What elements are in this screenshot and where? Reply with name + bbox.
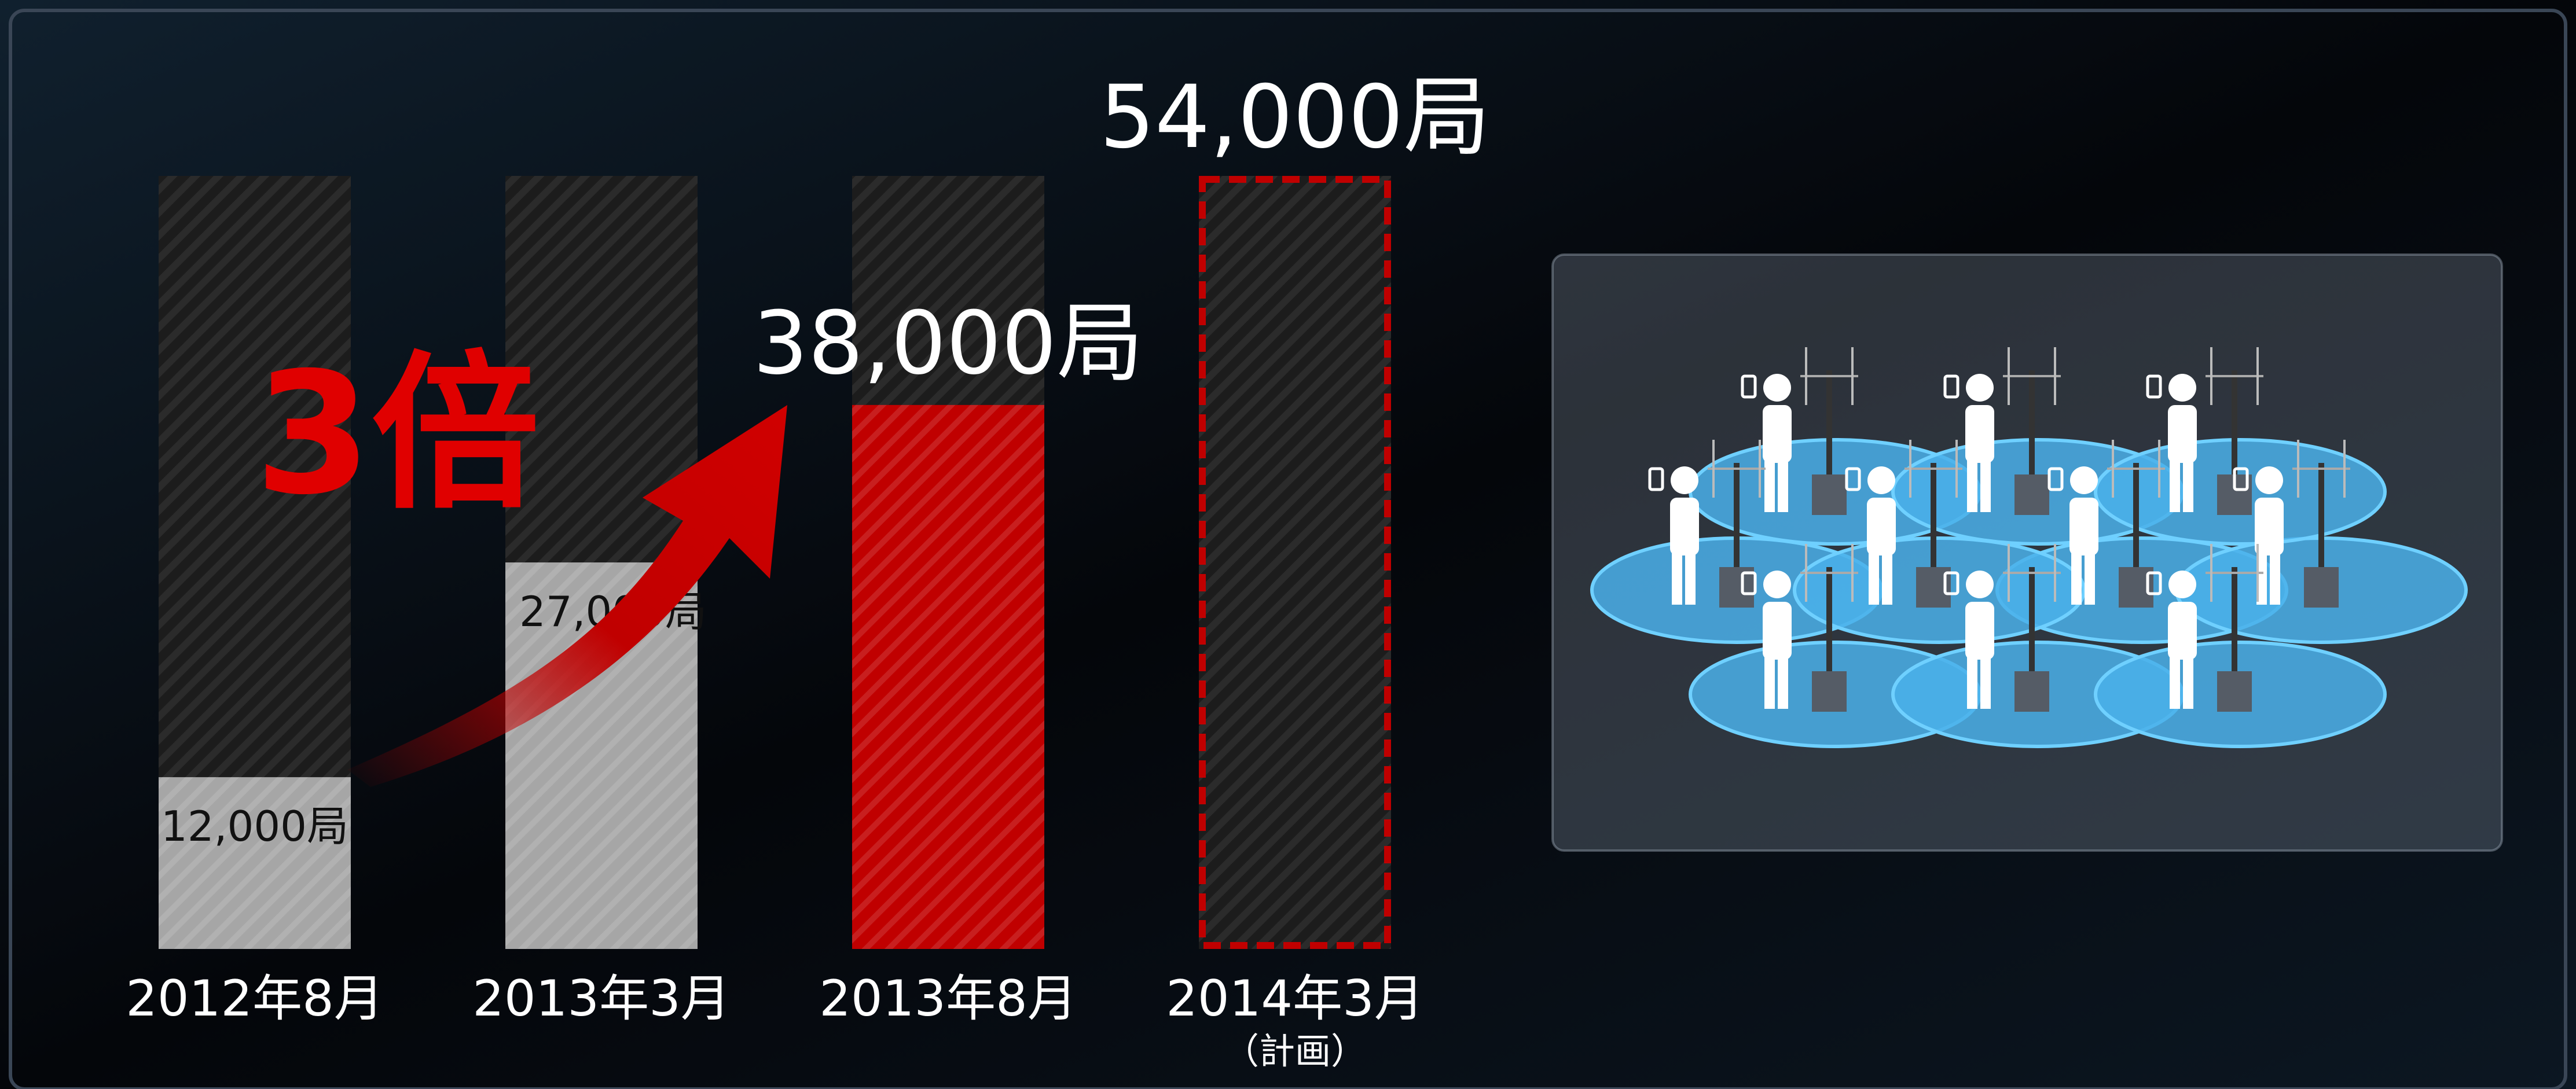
value-label: 38,000局 xyxy=(753,293,1144,394)
bar-texture xyxy=(159,777,351,949)
x-tick-label: 2012年8月 xyxy=(126,970,384,1028)
value-label: 12,000局 xyxy=(161,802,348,851)
x-tick-label: 2013年8月 xyxy=(819,970,1077,1028)
bar-area: 12,000局2012年8月27,000局2013年3月38,000局2013年… xyxy=(126,67,1490,1072)
annotation: 3倍 xyxy=(255,337,540,532)
x-tick-label: 2013年3月 xyxy=(472,970,731,1028)
frame xyxy=(9,9,2567,1089)
value-label: 54,000局 xyxy=(1100,67,1491,168)
x-tick-label: 2014年3月 xyxy=(1166,970,1424,1028)
bar-background xyxy=(1199,176,1391,949)
x-tick-note: （計画） xyxy=(1223,1030,1367,1072)
growth-arrow xyxy=(347,405,787,787)
bar-texture xyxy=(852,404,1044,949)
illustration xyxy=(1551,253,2503,852)
bar xyxy=(1199,176,1391,949)
